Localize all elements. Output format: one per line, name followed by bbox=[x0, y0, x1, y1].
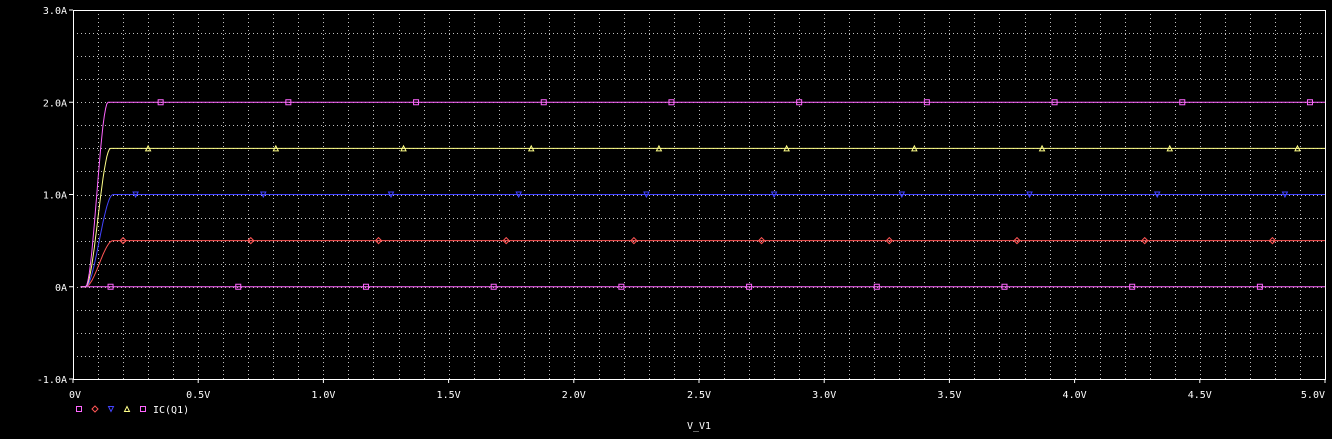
series-marker bbox=[923, 99, 930, 106]
series-3 bbox=[80, 144, 1325, 288]
tick-layer: 0V 0.5V 1.0V 1.5V 2.0V 2.5V 3.0V 3.5V 4.0V 4.5V 5.… bbox=[37, 6, 1326, 401]
x-tick-label: 2.5V bbox=[687, 390, 711, 401]
series-marker bbox=[911, 144, 918, 152]
series-marker bbox=[107, 406, 115, 413]
series-marker bbox=[873, 283, 880, 290]
series-marker bbox=[362, 283, 369, 290]
series-marker bbox=[413, 99, 420, 106]
series-marker bbox=[527, 144, 535, 152]
y-tick-label: 0A bbox=[55, 283, 67, 294]
series-marker bbox=[502, 236, 510, 245]
series-line bbox=[80, 101, 1325, 288]
series-marker bbox=[1038, 144, 1046, 152]
series-marker bbox=[783, 144, 790, 152]
series-line bbox=[80, 240, 1325, 288]
series-0 bbox=[80, 283, 1325, 290]
x-tick-label: 3.5V bbox=[937, 390, 961, 401]
series-1 bbox=[80, 236, 1325, 288]
x-tick-label: 1.5V bbox=[437, 390, 461, 401]
series-marker bbox=[272, 144, 280, 152]
series-marker bbox=[119, 236, 127, 245]
series-marker bbox=[540, 99, 547, 106]
series-marker bbox=[770, 191, 778, 199]
series-marker bbox=[91, 405, 99, 413]
series-marker bbox=[1294, 144, 1301, 152]
series-marker bbox=[374, 236, 383, 245]
series-marker bbox=[235, 283, 242, 290]
series-marker bbox=[796, 99, 803, 106]
series-marker bbox=[1129, 283, 1136, 290]
y-tick-label: -1.0A bbox=[37, 375, 67, 386]
x-axis-label: V_V1 bbox=[687, 421, 711, 432]
x-tick-label: 1.0V bbox=[311, 390, 335, 401]
series-marker bbox=[387, 191, 395, 199]
series-marker bbox=[247, 236, 255, 245]
series-marker bbox=[1051, 99, 1058, 106]
series-marker bbox=[898, 191, 906, 199]
series-marker bbox=[400, 144, 407, 152]
series-marker bbox=[1153, 191, 1161, 199]
series-2 bbox=[80, 191, 1325, 288]
y-tick-label: 2.0A bbox=[43, 98, 67, 109]
legend-label: IC(Q1) bbox=[153, 405, 189, 416]
series-marker bbox=[757, 236, 766, 245]
series-layer bbox=[80, 99, 1325, 290]
y-tick-label: 1.0A bbox=[43, 191, 67, 202]
series-marker bbox=[885, 236, 894, 245]
series-marker bbox=[1306, 99, 1313, 106]
series-marker bbox=[157, 99, 164, 106]
x-tick-label: 0V bbox=[69, 390, 81, 401]
series-4 bbox=[80, 99, 1325, 288]
series-marker bbox=[1179, 99, 1186, 106]
series-marker bbox=[490, 283, 497, 290]
series-marker bbox=[655, 144, 663, 152]
y-tick-label: 3.0A bbox=[43, 6, 67, 17]
series-marker bbox=[132, 191, 139, 199]
series-marker bbox=[1026, 191, 1033, 199]
series-line bbox=[80, 147, 1325, 288]
series-marker bbox=[285, 99, 292, 106]
series-marker bbox=[515, 191, 523, 199]
series-marker bbox=[1256, 283, 1263, 290]
x-tick-label: 4.5V bbox=[1188, 390, 1212, 401]
series-marker bbox=[76, 406, 82, 412]
series-marker bbox=[618, 283, 625, 290]
series-marker bbox=[746, 283, 753, 290]
x-tick-label: 2.0V bbox=[562, 390, 586, 401]
series-marker bbox=[630, 236, 638, 245]
x-tick-label: 3.0V bbox=[812, 390, 836, 401]
x-tick-label: 4.0V bbox=[1063, 390, 1087, 401]
series-marker bbox=[1141, 236, 1149, 245]
series-marker bbox=[140, 406, 146, 412]
series-marker bbox=[1281, 191, 1289, 199]
series-marker bbox=[1166, 144, 1174, 152]
series-marker bbox=[259, 191, 267, 199]
legend: IC(Q1) bbox=[76, 405, 189, 416]
series-marker bbox=[1001, 283, 1008, 290]
series-marker bbox=[668, 99, 675, 106]
series-marker bbox=[643, 191, 650, 199]
series-marker bbox=[1013, 236, 1021, 245]
x-tick-label: 5.0V bbox=[1301, 390, 1325, 401]
series-marker bbox=[1268, 236, 1277, 245]
series-marker bbox=[107, 283, 114, 290]
x-tick-label: 0.5V bbox=[186, 390, 210, 401]
series-marker bbox=[123, 405, 131, 412]
series-marker bbox=[144, 144, 152, 152]
series-line bbox=[80, 194, 1325, 288]
